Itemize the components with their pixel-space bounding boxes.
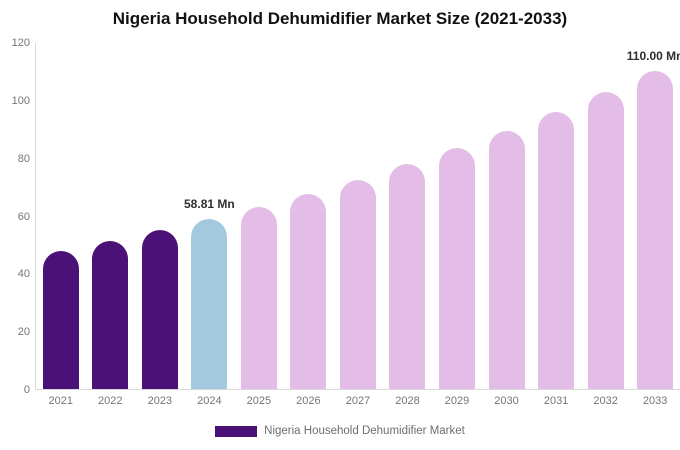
bar-2031[interactable] [538, 112, 575, 389]
bar-slot-2023: 2023 [135, 43, 185, 407]
bar-2026[interactable] [290, 194, 327, 389]
x-tick-2025: 2025 [246, 395, 272, 407]
bar-slot-2030: 2030 [482, 43, 532, 407]
y-axis-tick-labels: 0 20 40 60 80 100 120 [0, 37, 30, 396]
bar-slot-2029: 2029 [432, 43, 482, 407]
x-tick-2032: 2032 [593, 395, 618, 407]
bar-2023[interactable] [141, 230, 178, 389]
x-tick-2026: 2026 [296, 395, 321, 407]
chart-title: Nigeria Household Dehumidifier Market Si… [112, 9, 568, 28]
x-tick-2029: 2029 [444, 395, 470, 407]
x-tick-2028: 2028 [395, 395, 420, 407]
x-tick-2030: 2030 [494, 395, 519, 407]
y-tick-40: 40 [17, 268, 30, 281]
legend-swatch-icon [215, 425, 258, 437]
x-tick-2022: 2022 [98, 395, 123, 407]
bar-2028[interactable] [389, 164, 426, 389]
bar-2024[interactable] [191, 219, 228, 389]
plot-area: 2021 2022 2023 58.81 Mn 2024 2025 2026 2027 2028… [35, 43, 680, 407]
x-tick-2031: 2031 [543, 395, 569, 407]
bar-slot-2027: 2027 [333, 43, 383, 407]
bar-slot-2022: 2022 [86, 43, 136, 407]
bar-slot-2028: 2028 [383, 43, 433, 407]
y-tick-80: 80 [17, 152, 30, 165]
bar-2022[interactable] [92, 241, 129, 389]
bar-series: 2021 2022 2023 58.81 Mn 2024 2025 2026 2027 2028… [36, 43, 680, 407]
x-tick-2024: 2024 [197, 395, 222, 407]
data-label-2033: 110.00 Mn [626, 49, 680, 63]
bar-2027[interactable] [339, 180, 376, 389]
x-tick-2033: 2033 [642, 395, 668, 407]
y-tick-100: 100 [11, 94, 30, 107]
bar-2025[interactable] [240, 207, 277, 389]
bar-2033[interactable] [637, 71, 674, 389]
bar-2032[interactable] [587, 92, 624, 389]
bar-slot-2025: 2025 [234, 43, 284, 407]
bar-2030[interactable] [488, 131, 525, 389]
bar-slot-2026: 2026 [284, 43, 334, 407]
x-tick-2021: 2021 [48, 395, 73, 407]
y-tick-120: 120 [11, 37, 30, 49]
bar-2021[interactable] [42, 251, 79, 389]
legend-label: Nigeria Household Dehumidifier Market [264, 425, 465, 437]
bar-slot-2021: 2021 [36, 43, 86, 407]
bar-slot-2032: 2032 [581, 43, 631, 407]
y-tick-20: 20 [17, 326, 30, 339]
legend[interactable]: Nigeria Household Dehumidifier Market [0, 425, 680, 437]
y-tick-60: 60 [17, 210, 30, 223]
data-label-2024: 58.81 Mn [184, 197, 235, 211]
bar-slot-2024: 58.81 Mn 2024 [184, 43, 235, 407]
x-tick-2027: 2027 [345, 395, 371, 407]
bar-slot-2031: 2031 [531, 43, 581, 407]
y-tick-0: 0 [23, 384, 30, 396]
x-tick-2023: 2023 [147, 395, 173, 407]
bar-slot-2033: 110.00 Mn 2033 [626, 43, 680, 407]
bar-2029[interactable] [439, 148, 476, 389]
